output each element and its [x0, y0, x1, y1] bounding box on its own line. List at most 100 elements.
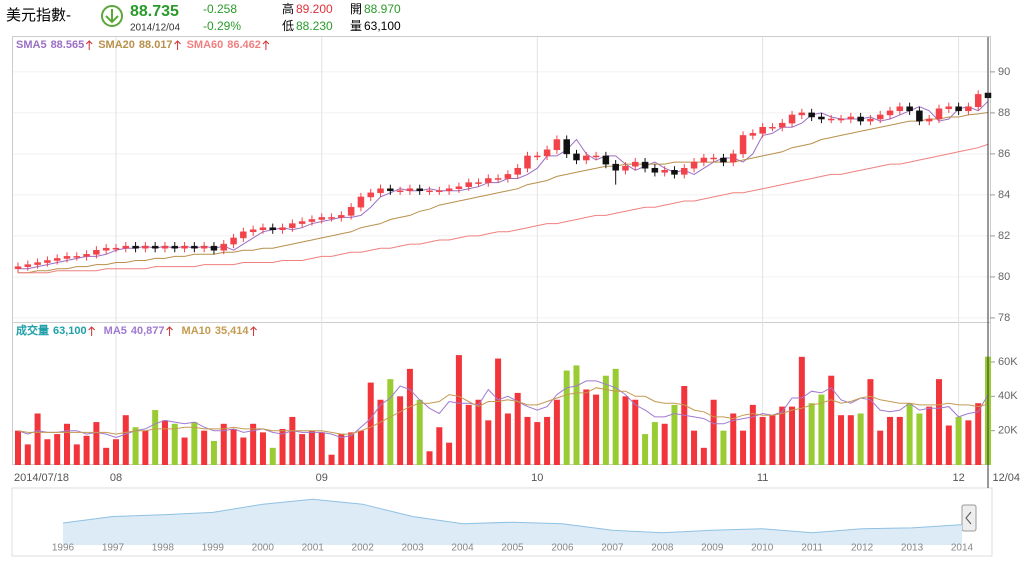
navigator-fill: [63, 499, 962, 545]
navigator-year: 2010: [751, 543, 774, 554]
navigator-year: 2002: [352, 543, 375, 554]
navigator-year: 2004: [451, 543, 474, 554]
volume-bar: [926, 406, 933, 465]
volume-bar: [740, 430, 747, 465]
legend-value: 35,414: [215, 325, 250, 337]
volume-bar: [446, 442, 453, 465]
volume-bar: [769, 415, 776, 465]
candle-body: [788, 114, 796, 124]
volume-bar: [279, 428, 286, 465]
candle-body: [739, 135, 747, 155]
y-tick-label: 60K: [998, 356, 1018, 368]
candle-body: [24, 264, 32, 267]
index-name: 美元指數-: [6, 7, 71, 24]
volume-bar: [563, 370, 570, 465]
open: 88.970: [364, 2, 401, 16]
volume-bar: [945, 425, 952, 465]
candle-body: [867, 118, 874, 122]
candle-body: [759, 126, 766, 134]
candle-body: [945, 106, 953, 110]
candle-body: [837, 118, 845, 121]
change: -0.258: [203, 2, 237, 16]
candle-body: [14, 266, 22, 269]
volume-bar: [240, 437, 247, 465]
volume-value: 63,100: [53, 325, 87, 337]
candle-body: [455, 186, 463, 189]
candle-body: [749, 133, 757, 136]
candle-body: [543, 149, 551, 157]
candle-body: [357, 196, 365, 208]
volume-ma-line: [17, 380, 989, 439]
candle-body: [494, 178, 502, 180]
volume-bar: [642, 434, 649, 465]
volume-bar: [730, 413, 737, 465]
candle-body: [573, 153, 580, 161]
candle-body: [210, 245, 218, 251]
volume-bar: [710, 399, 717, 465]
volume-bar: [397, 396, 404, 465]
candle-body: [827, 118, 835, 121]
volume-bar: [622, 396, 629, 465]
up-arrow: [88, 326, 96, 336]
candle-body: [122, 245, 130, 249]
candle-body: [112, 247, 120, 250]
candle-body: [161, 245, 169, 249]
navigator-year: 2011: [801, 543, 823, 554]
y-tick-label: 20K: [998, 425, 1018, 437]
candle-body: [171, 245, 179, 249]
volume-bar: [798, 356, 805, 465]
up-arrow: [174, 40, 181, 50]
candle-body: [367, 192, 374, 198]
quote-header: 美元指數- 88.735 2014/12/04 -0.258 -0.29% 高 …: [6, 1, 401, 33]
up-arrow: [250, 326, 257, 336]
candle-body: [416, 188, 423, 192]
legend-name: MA5: [104, 325, 127, 337]
candle-body: [690, 161, 698, 169]
volume-bar: [779, 406, 786, 465]
candle-body: [279, 227, 286, 230]
legend-value: 40,877: [131, 325, 165, 337]
volume-bar: [896, 416, 903, 465]
legend-name: MA10: [182, 325, 211, 337]
volume-ma-line: [17, 387, 989, 435]
volume-bar: [808, 403, 815, 465]
volume-bar: [269, 447, 276, 465]
volume-bar: [573, 365, 580, 465]
volume-bar: [426, 451, 433, 465]
candle-body: [651, 167, 659, 173]
volume-bar: [112, 439, 119, 465]
volume-bar: [877, 430, 884, 465]
volume-bar: [455, 355, 462, 465]
legend-name: SMA60: [187, 39, 224, 51]
volume-bar: [632, 399, 639, 465]
volume-bar: [15, 430, 21, 465]
change-pct: -0.29%: [203, 19, 241, 33]
navigator-year: 1998: [152, 543, 175, 554]
handle-arrow: [965, 511, 972, 525]
y-tick-label: 82: [998, 230, 1010, 242]
legend-value: 86.462: [227, 39, 261, 51]
candle-body: [298, 221, 306, 224]
volume-bar: [553, 399, 560, 465]
volume-bar: [318, 432, 325, 465]
candle-body: [142, 245, 149, 249]
candle-body: [338, 215, 345, 218]
volume-bar: [299, 434, 306, 465]
low: 88.230: [296, 19, 333, 33]
candle-body: [151, 245, 159, 249]
volume-bar: [191, 422, 198, 465]
x-tick-label: 12/04: [992, 472, 1020, 484]
navigator-year: 2006: [551, 543, 574, 554]
volume-bar: [828, 375, 835, 465]
candle-body: [553, 139, 561, 151]
candle-body: [259, 227, 267, 230]
navigator-handle[interactable]: [961, 504, 977, 532]
candle-body: [318, 217, 325, 220]
candle-body: [602, 155, 610, 165]
y-tick-label: 80: [998, 271, 1010, 283]
candle-body: [63, 256, 71, 259]
candle-body: [857, 116, 864, 122]
navigator-year: 2009: [701, 543, 724, 554]
candle-body: [347, 206, 355, 216]
